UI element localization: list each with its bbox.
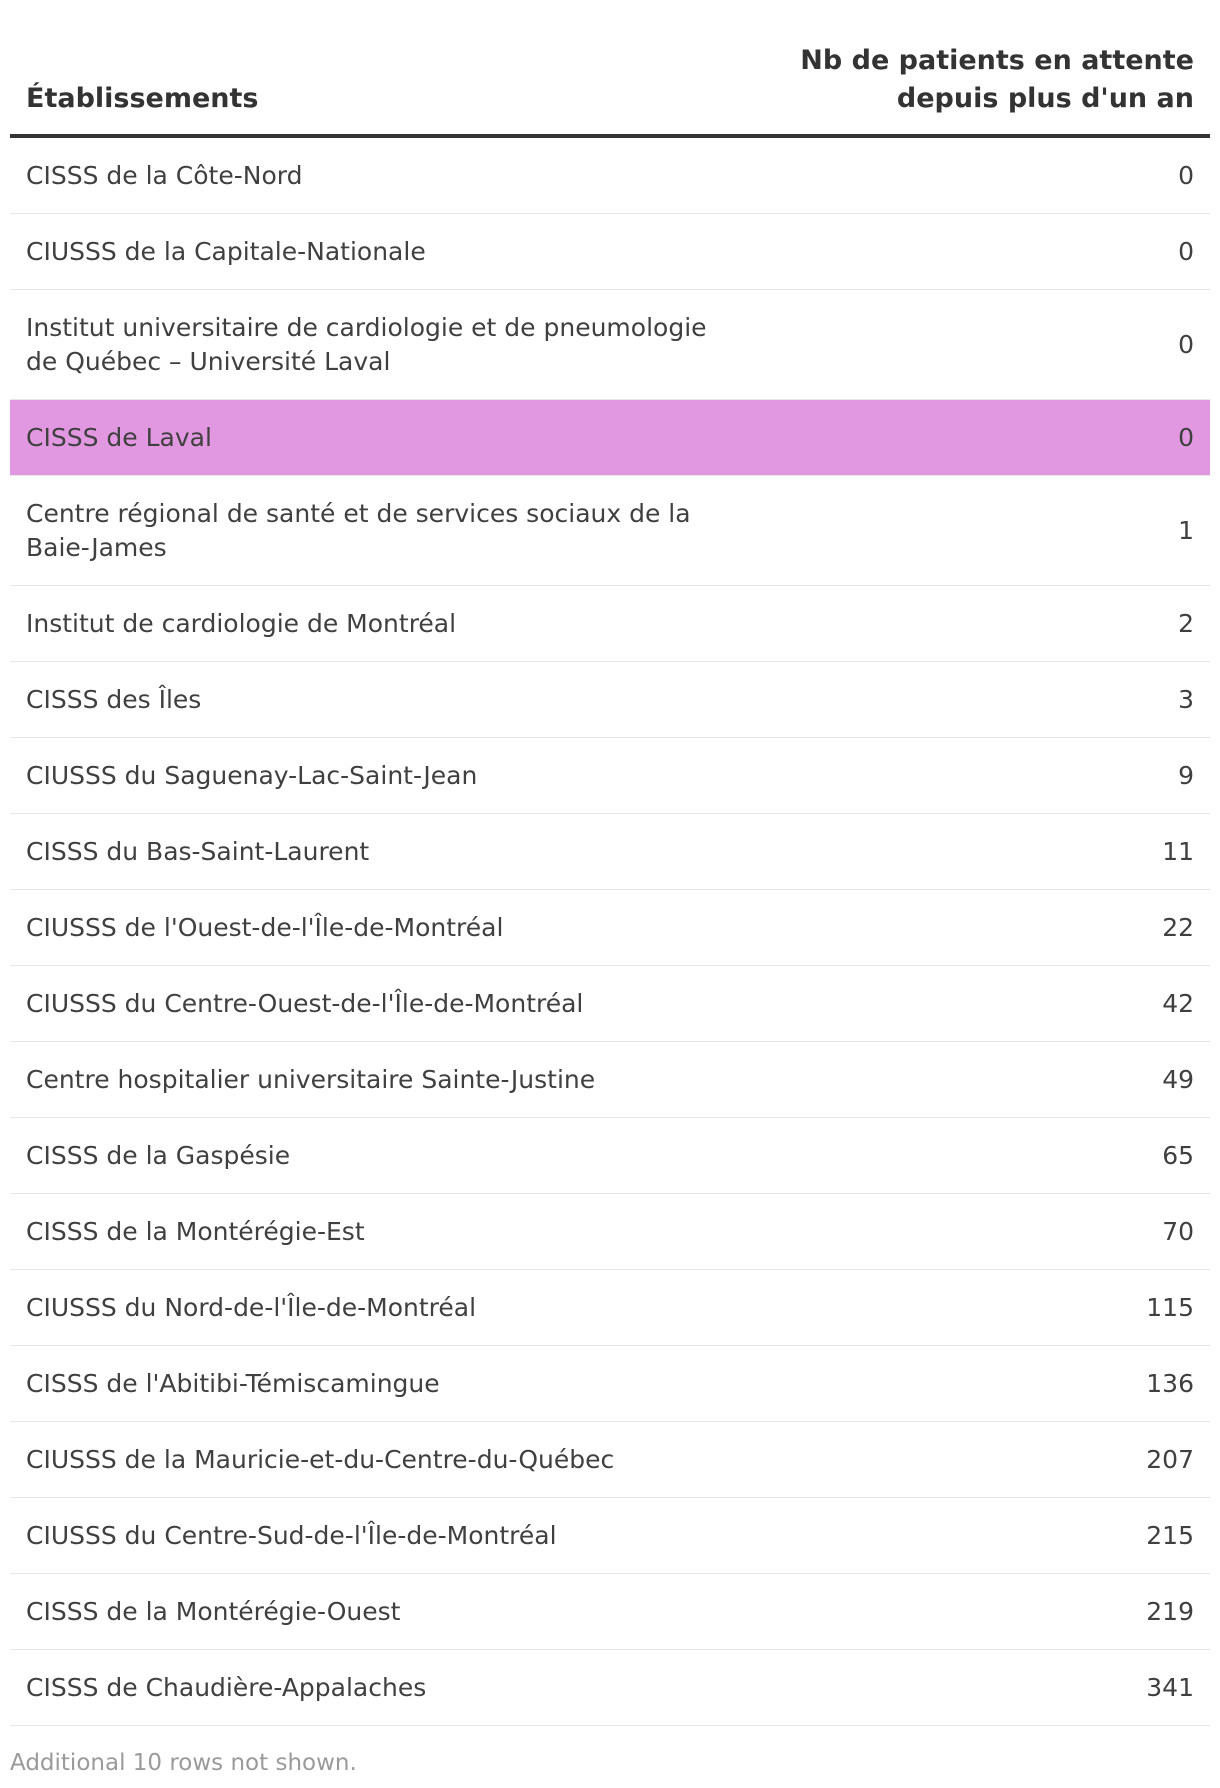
row-name: CISSS de Chaudière-Appalaches [26,1672,427,1702]
table-row: CIUSSS du Centre-Ouest-de-l'Île-de-Montr… [10,966,1210,1042]
row-name: CIUSSS de la Capitale-Nationale [26,236,426,266]
row-value: 22 [1162,912,1194,942]
row-name: CIUSSS du Saguenay-Lac-Saint-Jean [26,760,478,790]
row-name: Centre hospitalier universitaire Sainte-… [26,1064,596,1094]
row-name: CISSS du Bas-Saint-Laurent [26,836,370,866]
row-value: 3 [1178,684,1194,714]
row-value: 136 [1146,1368,1194,1398]
row-name: CISSS de l'Abitibi-Témiscamingue [26,1368,440,1398]
row-name: CIUSSS de la Mauricie-et-du-Centre-du-Qu… [26,1444,615,1474]
column-header-establishments[interactable]: Établissements [26,83,259,114]
row-value: 42 [1162,988,1194,1018]
row-value: 0 [1178,160,1194,190]
table-row: CISSS de l'Abitibi-Témiscamingue 136 [10,1346,1210,1422]
data-table: Établissements Nb de patients en attente… [10,44,1210,1726]
row-value: 219 [1146,1596,1194,1626]
row-name: CISSS de la Montérégie-Ouest [26,1596,401,1626]
row-value: 70 [1162,1216,1194,1246]
table-row-highlighted: CISSS de Laval 0 [10,400,1210,476]
column-header-patients-waiting[interactable]: Nb de patients en attente depuis plus d'… [724,42,1194,118]
table-row: CISSS de la Côte-Nord 0 [10,138,1210,214]
row-value: 0 [1178,329,1194,359]
row-name: Institut universitaire de cardiologie et… [26,312,707,376]
table-row: CISSS de la Montérégie-Est 70 [10,1194,1210,1270]
row-name: CIUSSS du Centre-Sud-de-l'Île-de-Montréa… [26,1520,557,1550]
table-row: CISSS des Îles 3 [10,662,1210,738]
table-header: Établissements Nb de patients en attente… [10,44,1210,138]
table-row: CIUSSS du Saguenay-Lac-Saint-Jean 9 [10,738,1210,814]
row-name: CISSS de la Montérégie-Est [26,1216,365,1246]
row-name: CISSS des Îles [26,684,202,714]
row-value: 49 [1162,1064,1194,1094]
table-row: CIUSSS de la Capitale-Nationale 0 [10,214,1210,290]
row-name: CISSS de la Gaspésie [26,1140,291,1170]
table-row: CISSS de Chaudière-Appalaches 341 [10,1650,1210,1726]
table-body: CISSS de la Côte-Nord 0 CIUSSS de la Cap… [10,138,1210,1726]
table-row: CISSS de la Montérégie-Ouest 219 [10,1574,1210,1650]
column-header-patients-waiting-line2: depuis plus d'un an [896,83,1194,114]
table-row: Institut universitaire de cardiologie et… [10,290,1210,400]
table-row: CIUSSS de l'Ouest-de-l'Île-de-Montréal 2… [10,890,1210,966]
row-name: CISSS de la Côte-Nord [26,160,303,190]
row-name: CIUSSS du Centre-Ouest-de-l'Île-de-Montr… [26,988,584,1018]
row-name: Institut de cardiologie de Montréal [26,608,457,638]
row-value: 2 [1178,608,1194,638]
table-row: CIUSSS du Centre-Sud-de-l'Île-de-Montréa… [10,1498,1210,1574]
table-row: CISSS de la Gaspésie 65 [10,1118,1210,1194]
row-value: 0 [1178,422,1194,452]
row-value: 11 [1162,836,1194,866]
table-row: Centre régional de santé et de services … [10,476,1210,586]
row-value: 9 [1178,760,1194,790]
row-name: CIUSSS du Nord-de-l'Île-de-Montréal [26,1292,477,1322]
row-name: Centre régional de santé et de services … [26,498,691,562]
footnote: Additional 10 rows not shown. [10,1750,357,1776]
row-value: 341 [1146,1672,1194,1702]
row-value: 115 [1146,1292,1194,1322]
table-row: CIUSSS de la Mauricie-et-du-Centre-du-Qu… [10,1422,1210,1498]
row-value: 207 [1146,1444,1194,1474]
table-row: CISSS du Bas-Saint-Laurent 11 [10,814,1210,890]
row-value: 1 [1178,515,1194,545]
column-header-patients-waiting-line1: Nb de patients en attente [800,45,1194,76]
row-value: 215 [1146,1520,1194,1550]
row-name: CIUSSS de l'Ouest-de-l'Île-de-Montréal [26,912,504,942]
row-name: CISSS de Laval [26,422,212,452]
table-row: Centre hospitalier universitaire Sainte-… [10,1042,1210,1118]
table-row: CIUSSS du Nord-de-l'Île-de-Montréal 115 [10,1270,1210,1346]
row-value: 0 [1178,236,1194,266]
table-row: Institut de cardiologie de Montréal 2 [10,586,1210,662]
row-value: 65 [1162,1140,1194,1170]
